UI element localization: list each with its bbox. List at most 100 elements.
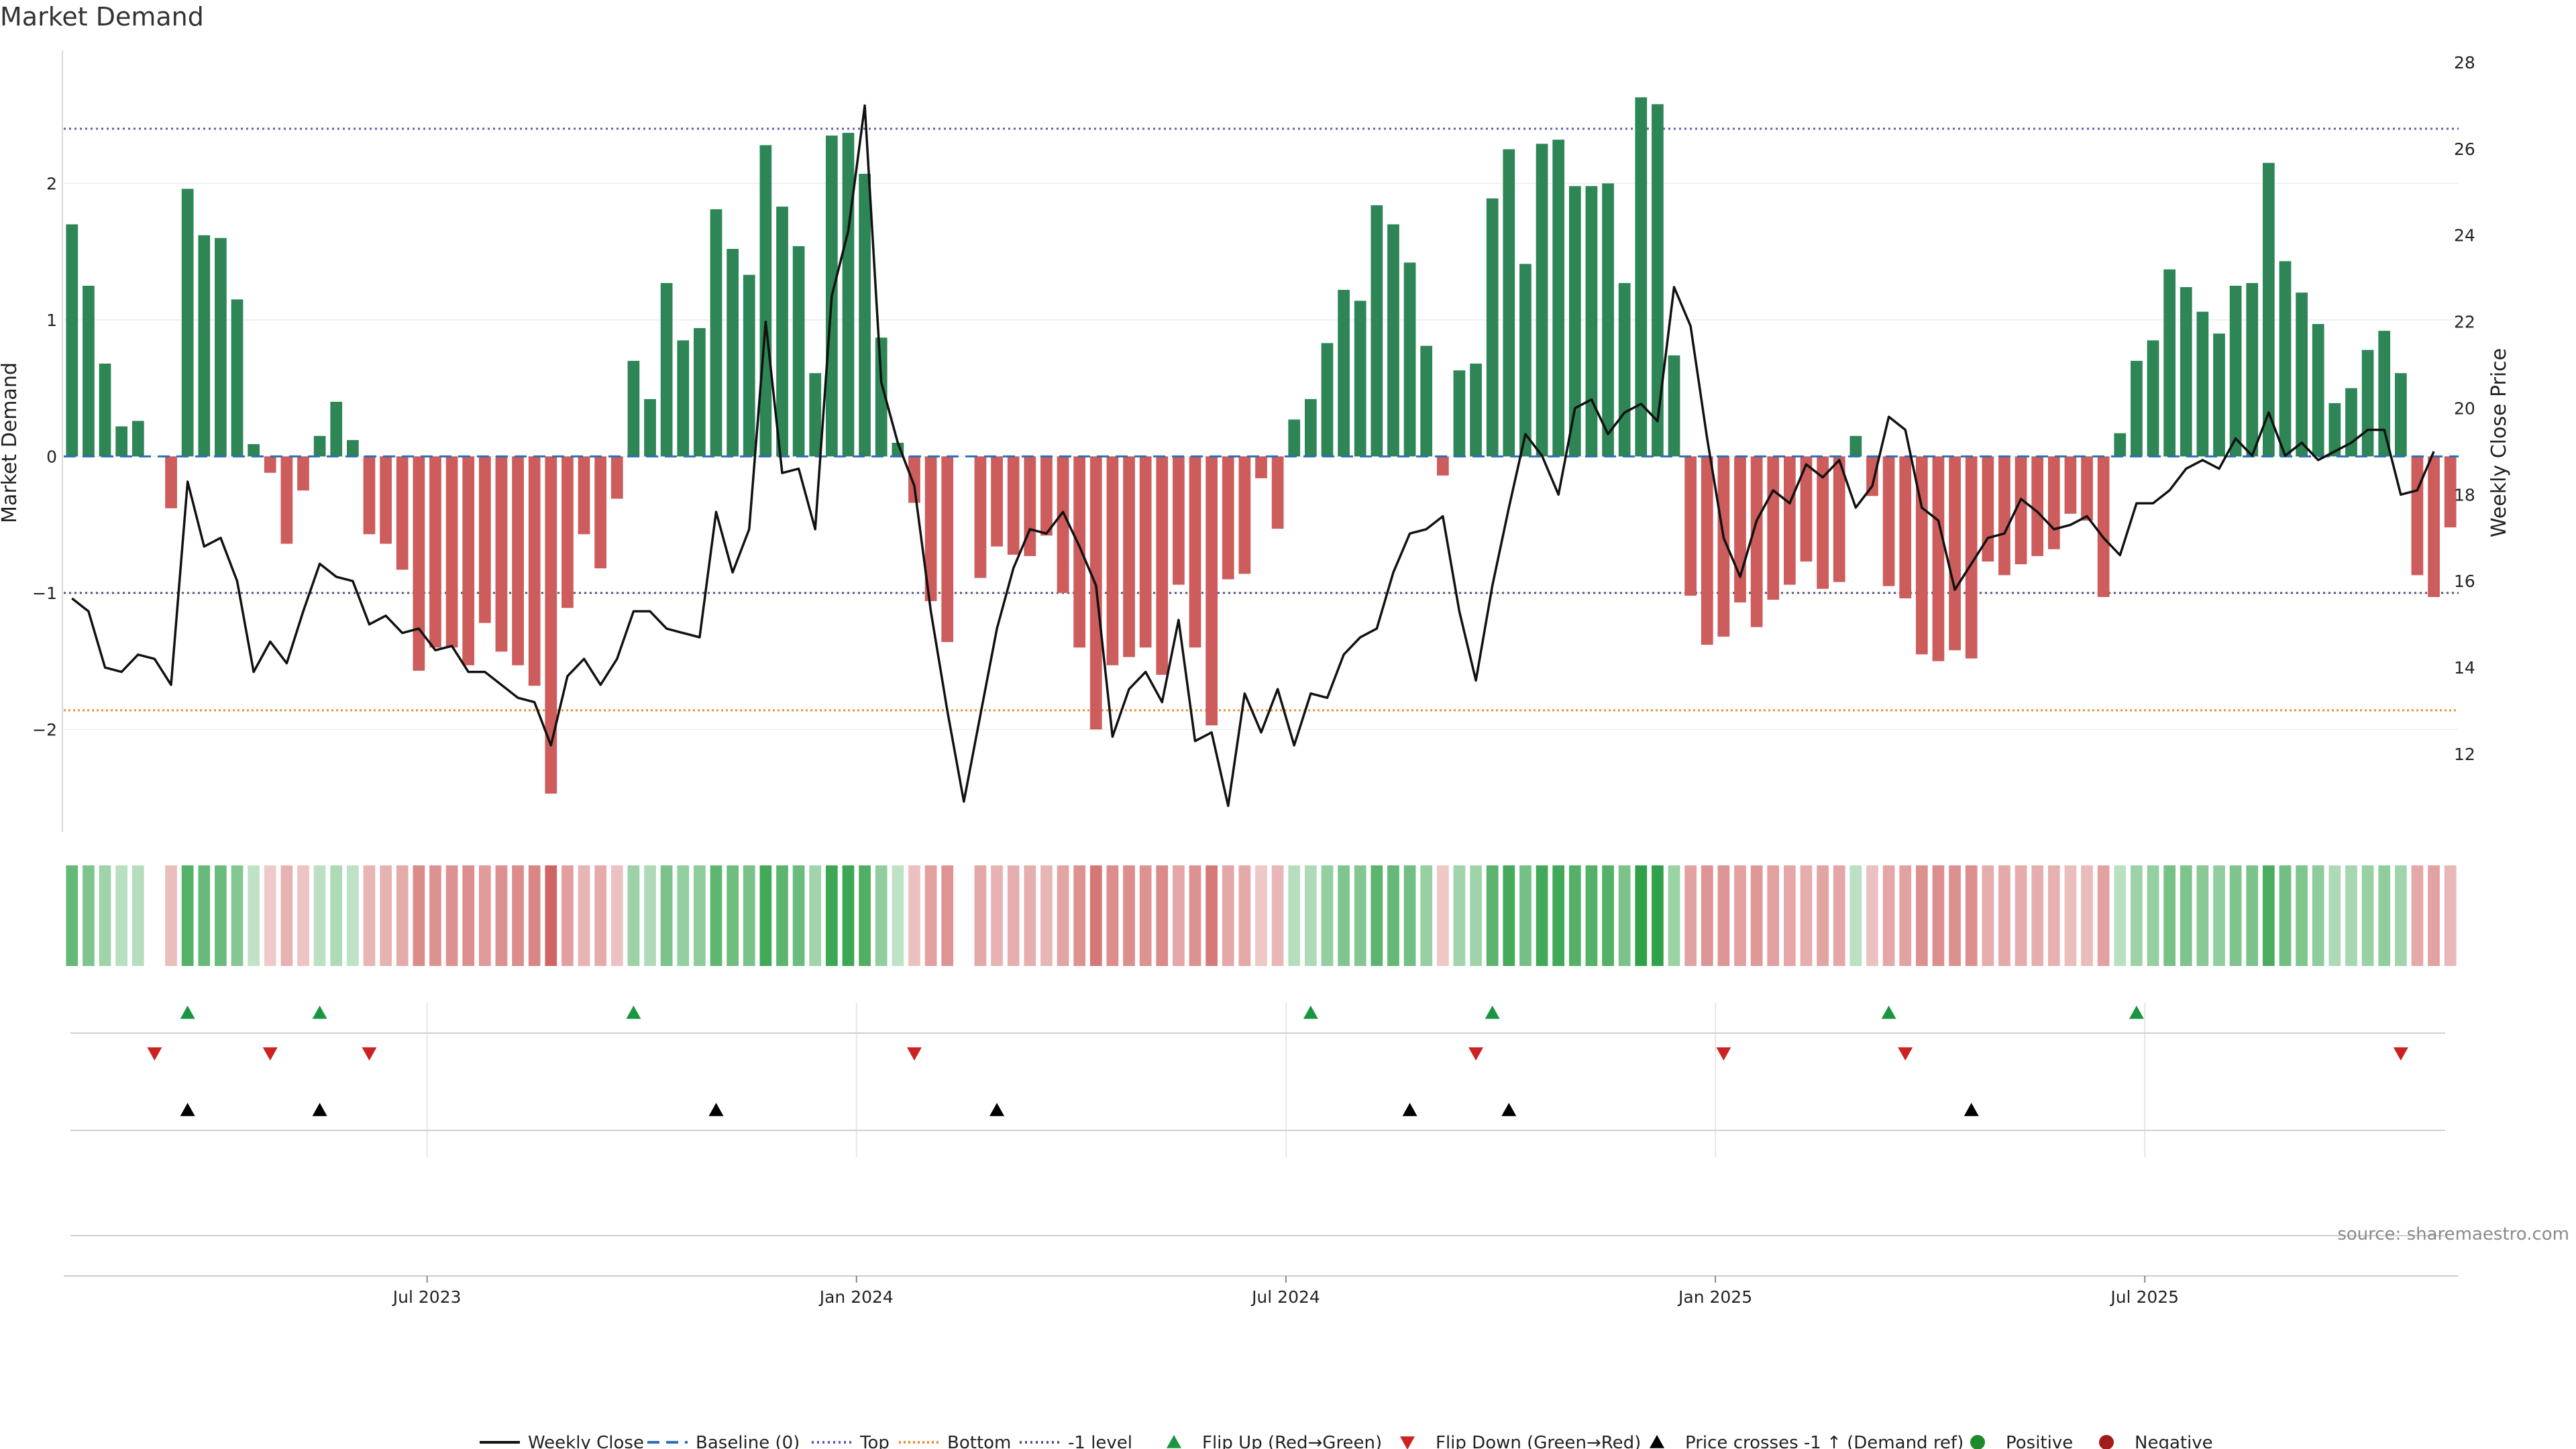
y2-tick-label: 20 (2454, 398, 2475, 418)
positive-demand-bar (2296, 292, 2308, 457)
negative-strip-cell (1007, 865, 1020, 966)
positive-demand-bar (2131, 360, 2143, 457)
negative-demand-bar (429, 456, 441, 648)
negative-strip-cell (1436, 865, 1449, 966)
negative-strip-cell (1238, 865, 1251, 966)
positive-demand-bar (1568, 186, 1581, 457)
price-cross-marker (1501, 1103, 1517, 1116)
y2-tick-label: 12 (2454, 745, 2475, 764)
legend-positive-swatch (1970, 1435, 1985, 1449)
positive-demand-bar (2229, 285, 2242, 457)
positive-strip-cell (1668, 865, 1680, 966)
positive-demand-bar (1486, 198, 1499, 457)
positive-strip-cell (346, 865, 359, 966)
legend-label: Top (859, 1433, 890, 1449)
positive-demand-bar (2279, 261, 2292, 457)
positive-demand-bar (1652, 104, 1664, 457)
positive-demand-bar (2394, 373, 2407, 457)
negative-strip-cell (1817, 865, 1829, 966)
negative-demand-bar (908, 456, 920, 503)
negative-demand-bar (1189, 456, 1201, 648)
legend-label: Flip Down (Green→Red) (1436, 1433, 1641, 1449)
negative-demand-bar (2064, 456, 2077, 514)
legend-label: -1 level (1068, 1433, 1132, 1449)
negative-strip-cell (1932, 865, 1945, 966)
positive-demand-bar (231, 299, 244, 457)
positive-strip-cell (1288, 865, 1301, 966)
negative-demand-bar (1866, 456, 1878, 496)
negative-demand-bar (478, 456, 491, 623)
positive-demand-bar (2147, 340, 2159, 457)
positive-strip-cell (660, 865, 673, 966)
legend-flip-down-swatch (1400, 1436, 1415, 1449)
x-tick-label: Jan 2025 (1677, 1287, 1752, 1307)
positive-demand-bar (1354, 301, 1366, 457)
negative-strip-cell (1783, 865, 1796, 966)
positive-demand-bar (2262, 162, 2275, 457)
positive-strip-cell (1552, 865, 1565, 966)
negative-strip-cell (2411, 865, 2424, 966)
positive-demand-bar (1519, 264, 1532, 457)
negative-demand-bar (1982, 456, 1994, 562)
negative-strip-cell (2064, 865, 2077, 966)
positive-strip-cell (2345, 865, 2357, 966)
positive-demand-bar (660, 282, 673, 457)
y2-tick-label: 28 (2454, 53, 2475, 72)
negative-demand-bar (1139, 456, 1152, 648)
negative-demand-bar (545, 456, 557, 794)
negative-strip-cell (561, 865, 574, 966)
flip-down-marker (147, 1047, 162, 1061)
negative-demand-bar (512, 456, 524, 665)
negative-demand-bar (413, 456, 425, 671)
y2-tick-label: 18 (2454, 485, 2475, 504)
positive-strip-cell (2246, 865, 2259, 966)
positive-demand-bar (1536, 144, 1548, 457)
negative-strip-cell (2015, 865, 2027, 966)
negative-strip-cell (1882, 865, 1895, 966)
negative-strip-cell (1089, 865, 1102, 966)
positive-demand-bar (1849, 435, 1862, 457)
negative-strip-cell (1106, 865, 1119, 966)
negative-strip-cell (478, 865, 491, 966)
flip-down-marker (362, 1047, 377, 1061)
positive-strip-cell (115, 865, 128, 966)
legend-label: Bottom (947, 1433, 1011, 1449)
legend-negative-swatch (2099, 1435, 2114, 1449)
negative-strip-cell (2097, 865, 2110, 966)
positive-demand-bar (1585, 186, 1598, 457)
signal-markers (70, 1006, 2445, 1236)
positive-demand-bar (1288, 419, 1301, 457)
positive-strip-cell (1503, 865, 1515, 966)
positive-demand-bar (1338, 290, 1350, 457)
positive-demand-bar (792, 246, 805, 457)
positive-strip-cell (1420, 865, 1433, 966)
positive-strip-cell (1618, 865, 1631, 966)
positive-demand-bar (1387, 224, 1399, 457)
positive-strip-cell (1568, 865, 1581, 966)
positive-strip-cell (1602, 865, 1614, 966)
positive-demand-bar (1403, 262, 1416, 457)
positive-demand-bar (1453, 370, 1466, 457)
negative-strip-cell (1734, 865, 1746, 966)
positive-strip-cell (2147, 865, 2159, 966)
negative-demand-bar (1040, 456, 1053, 536)
y-tick-label: 0 (46, 447, 57, 466)
positive-strip-cell (2328, 865, 2341, 966)
positive-demand-bar (677, 340, 690, 457)
negative-demand-bar (165, 456, 177, 508)
flip-down-marker (1468, 1047, 1484, 1061)
negative-demand-bar (1949, 456, 1961, 651)
positive-demand-bar (1602, 183, 1614, 457)
weekly-close-line-group (71, 104, 2435, 808)
x-axis: Jul 2023 Jan 2024 Jul 2024 Jan 2025 Jul 2025 (64, 1275, 2459, 1307)
negative-strip-cell (1024, 865, 1036, 966)
positive-strip-cell (2296, 865, 2308, 966)
negative-demand-bar (2047, 456, 2060, 549)
y2-axis-label: Weekly Close Price (2487, 348, 2511, 537)
positive-demand-bar (181, 189, 194, 457)
legend-label: Positive (2006, 1433, 2073, 1449)
legend-label: Negative (2135, 1433, 2213, 1449)
negative-demand-bar (1255, 456, 1267, 478)
positive-strip-cell (727, 865, 739, 966)
negative-demand-bar (297, 456, 309, 491)
